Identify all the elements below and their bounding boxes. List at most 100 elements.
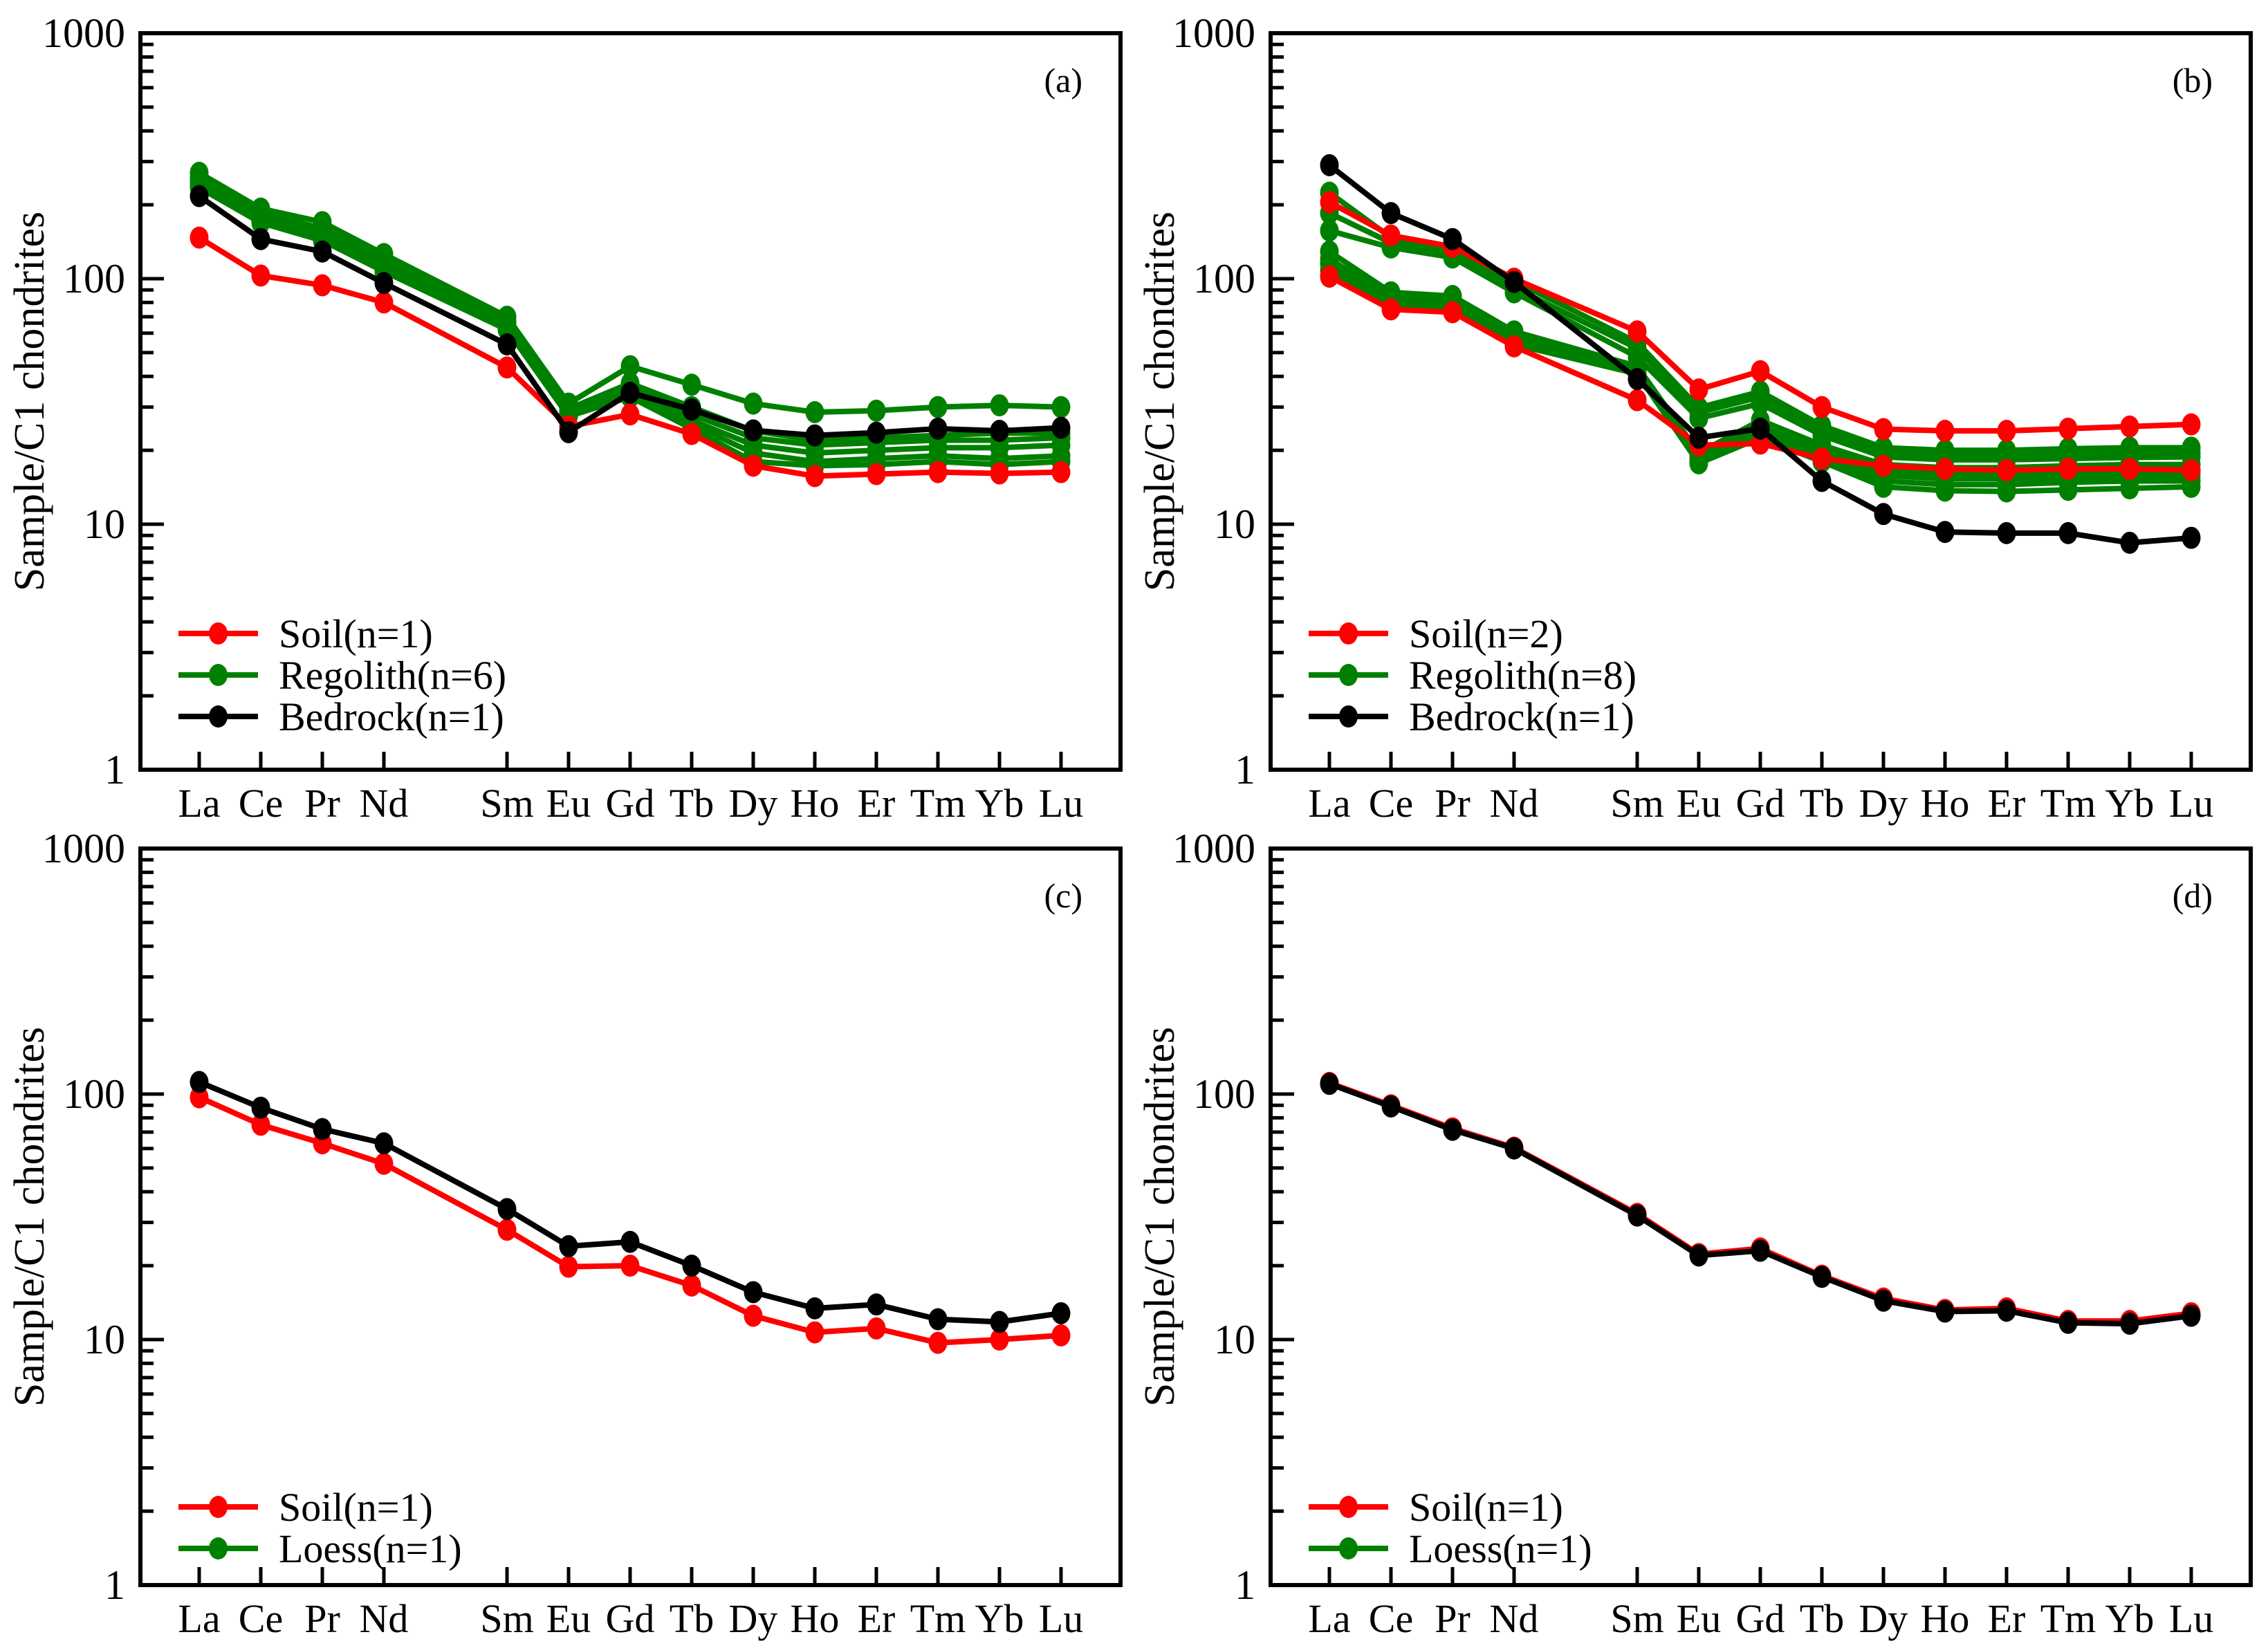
data-point-marker (928, 1331, 948, 1354)
data-point-marker (1935, 420, 1955, 443)
x-tick-label-Er: Er (858, 1596, 896, 1641)
legend-label: Soil(n=1) (279, 611, 433, 656)
series-line (1327, 256, 2194, 477)
y-tick-label: 1000 (42, 826, 125, 871)
panel-label-a: (a) (1044, 61, 1083, 100)
data-point-marker (682, 423, 701, 445)
y-tick-label: 100 (63, 256, 125, 302)
y-tick-label: 10 (1214, 1317, 1255, 1362)
x-tick-label-Gd: Gd (606, 1596, 655, 1641)
x-tick-label-Gd: Gd (1736, 781, 1785, 826)
x-tick-label-Er: Er (858, 781, 896, 826)
series-line (1327, 248, 2194, 471)
x-tick-label-Dy: Dy (729, 781, 778, 826)
data-point-marker (1051, 1302, 1071, 1324)
x-tick-label-Ho: Ho (1921, 1596, 1970, 1641)
data-point-marker (251, 1096, 270, 1119)
x-tick-label-Ho: Ho (791, 781, 840, 826)
panel-c: 1 10 100 1000 La Ce Pr Nd Sm Eu Gd Tb Dy Ho Er Tm Yb Lu Sa… (6, 826, 1123, 1641)
y-tick-label: 1000 (42, 10, 125, 56)
data-point-marker (1381, 298, 1401, 321)
y-tick-label: 1 (1235, 1562, 1255, 1608)
x-tick-label-Dy: Dy (729, 1596, 778, 1641)
series-bedrock-bedrock-1 (190, 185, 1071, 447)
data-point-marker (2182, 459, 2201, 481)
data-point-marker (1997, 1299, 2016, 1322)
x-tick-label-Sm: Sm (1610, 1596, 1663, 1641)
legend-swatch-marker (1339, 664, 1358, 686)
legend-item-soil-n-1-: Soil(n=1) (178, 611, 433, 656)
y-tick-label: 100 (1193, 1071, 1255, 1117)
x-tick-label-Pr: Pr (304, 1596, 340, 1641)
series-line (1327, 210, 2194, 459)
data-point-marker (928, 461, 948, 483)
series-line (196, 234, 1064, 479)
data-point-marker (1443, 1118, 1462, 1141)
data-point-marker (1997, 420, 2016, 443)
legend-item-soil-n-2-: Soil(n=2) (1309, 611, 1563, 656)
legend-label: Regolith(n=8) (1409, 653, 1637, 698)
series-line (196, 1079, 1064, 1325)
data-point-marker (682, 398, 701, 421)
x-tick-label-Dy: Dy (1859, 1596, 1908, 1641)
x-tick-label-Tb: Tb (1800, 1596, 1844, 1641)
x-tick-label-Lu: Lu (2169, 1596, 2213, 1641)
legend-item-regolith-n-8-: Regolith(n=8) (1309, 653, 1637, 698)
data-point-marker (190, 1086, 209, 1109)
x-tick-label-Pr: Pr (304, 781, 340, 826)
data-point-marker (374, 1152, 394, 1175)
data-point-marker (1320, 265, 1339, 288)
data-point-marker (1628, 389, 1647, 411)
data-point-marker (1689, 452, 1708, 474)
data-point-marker (1051, 1324, 1071, 1346)
series-line (1327, 199, 2194, 434)
x-tick-label-Lu: Lu (1039, 1596, 1083, 1641)
data-point-marker (990, 1328, 1009, 1351)
data-point-marker (1935, 1300, 1955, 1323)
data-point-marker (1381, 202, 1401, 225)
legend-item-bedrock-n-1-: Bedrock(n=1) (1309, 694, 1634, 739)
data-point-marker (1997, 521, 2016, 544)
x-tick-label-Yb: Yb (975, 781, 1024, 826)
data-point-marker (1320, 191, 1339, 214)
data-point-marker (744, 392, 763, 415)
data-point-marker (374, 1132, 394, 1155)
x-tick-label-Tm: Tm (2040, 1596, 2096, 1641)
data-point-marker (744, 1281, 763, 1304)
y-axis-title: Sample/C1 chondrites (6, 212, 53, 591)
data-point-marker (2120, 1313, 2139, 1335)
x-tick-label-Eu: Eu (1677, 781, 1721, 826)
data-point-marker (313, 240, 332, 263)
legend-item-bedrock-n-1-: Bedrock(n=1) (178, 694, 504, 739)
x-tick-label-Sm: Sm (480, 781, 533, 826)
x-axis: La Ce Pr Nd Sm Eu Gd Tb Dy Ho Er Tm Yb Lu (1308, 752, 2213, 826)
legend: Soil(n=1)Loess(n=1) (1309, 1485, 1592, 1571)
x-tick-label-La: La (178, 781, 220, 826)
x-tick-label-Eu: Eu (546, 1596, 591, 1641)
data-point-marker (1320, 1073, 1339, 1095)
x-tick-label-Dy: Dy (1859, 781, 1908, 826)
data-point-marker (2058, 1311, 2078, 1334)
data-point-marker (867, 421, 886, 444)
data-point-marker (1874, 418, 1893, 441)
data-point-marker (928, 396, 948, 418)
data-point-marker (1443, 228, 1462, 250)
x-axis: La Ce Pr Nd Sm Eu Gd Tb Dy Ho Er Tm Yb Lu (1308, 1567, 2213, 1641)
data-point-marker (744, 454, 763, 477)
data-point-marker (313, 274, 332, 297)
x-tick-label-Ho: Ho (791, 1596, 840, 1641)
data-point-marker (1051, 416, 1071, 439)
data-point-marker (1812, 447, 1832, 470)
data-point-marker (559, 1255, 578, 1278)
series-line (196, 193, 1064, 438)
x-tick-label-La: La (178, 1596, 220, 1641)
y-axis-title: Sample/C1 chondrites (1136, 212, 1183, 591)
data-point-marker (1812, 396, 1832, 418)
y-tick-label: 1 (104, 1562, 125, 1608)
data-point-marker (313, 1118, 332, 1140)
panel-a: 1 10 100 1000 La Ce Pr Nd Sm Eu Gd Tb Dy Ho Er Tm Yb Lu Sa… (6, 10, 1123, 826)
data-point-marker (374, 291, 394, 314)
legend: Soil(n=2)Regolith(n=8)Bedrock(n=1) (1309, 611, 1637, 739)
